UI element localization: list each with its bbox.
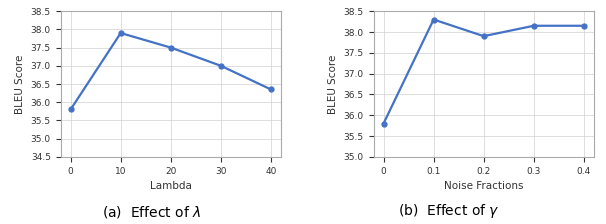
- Y-axis label: BLEU Score: BLEU Score: [328, 54, 338, 114]
- Y-axis label: BLEU Score: BLEU Score: [15, 54, 25, 114]
- Text: (a)  Effect of $\lambda$: (a) Effect of $\lambda$: [102, 204, 201, 220]
- X-axis label: Lambda: Lambda: [150, 181, 191, 191]
- X-axis label: Noise Fractions: Noise Fractions: [444, 181, 524, 191]
- Text: (b)  Effect of $\gamma$: (b) Effect of $\gamma$: [398, 202, 499, 220]
